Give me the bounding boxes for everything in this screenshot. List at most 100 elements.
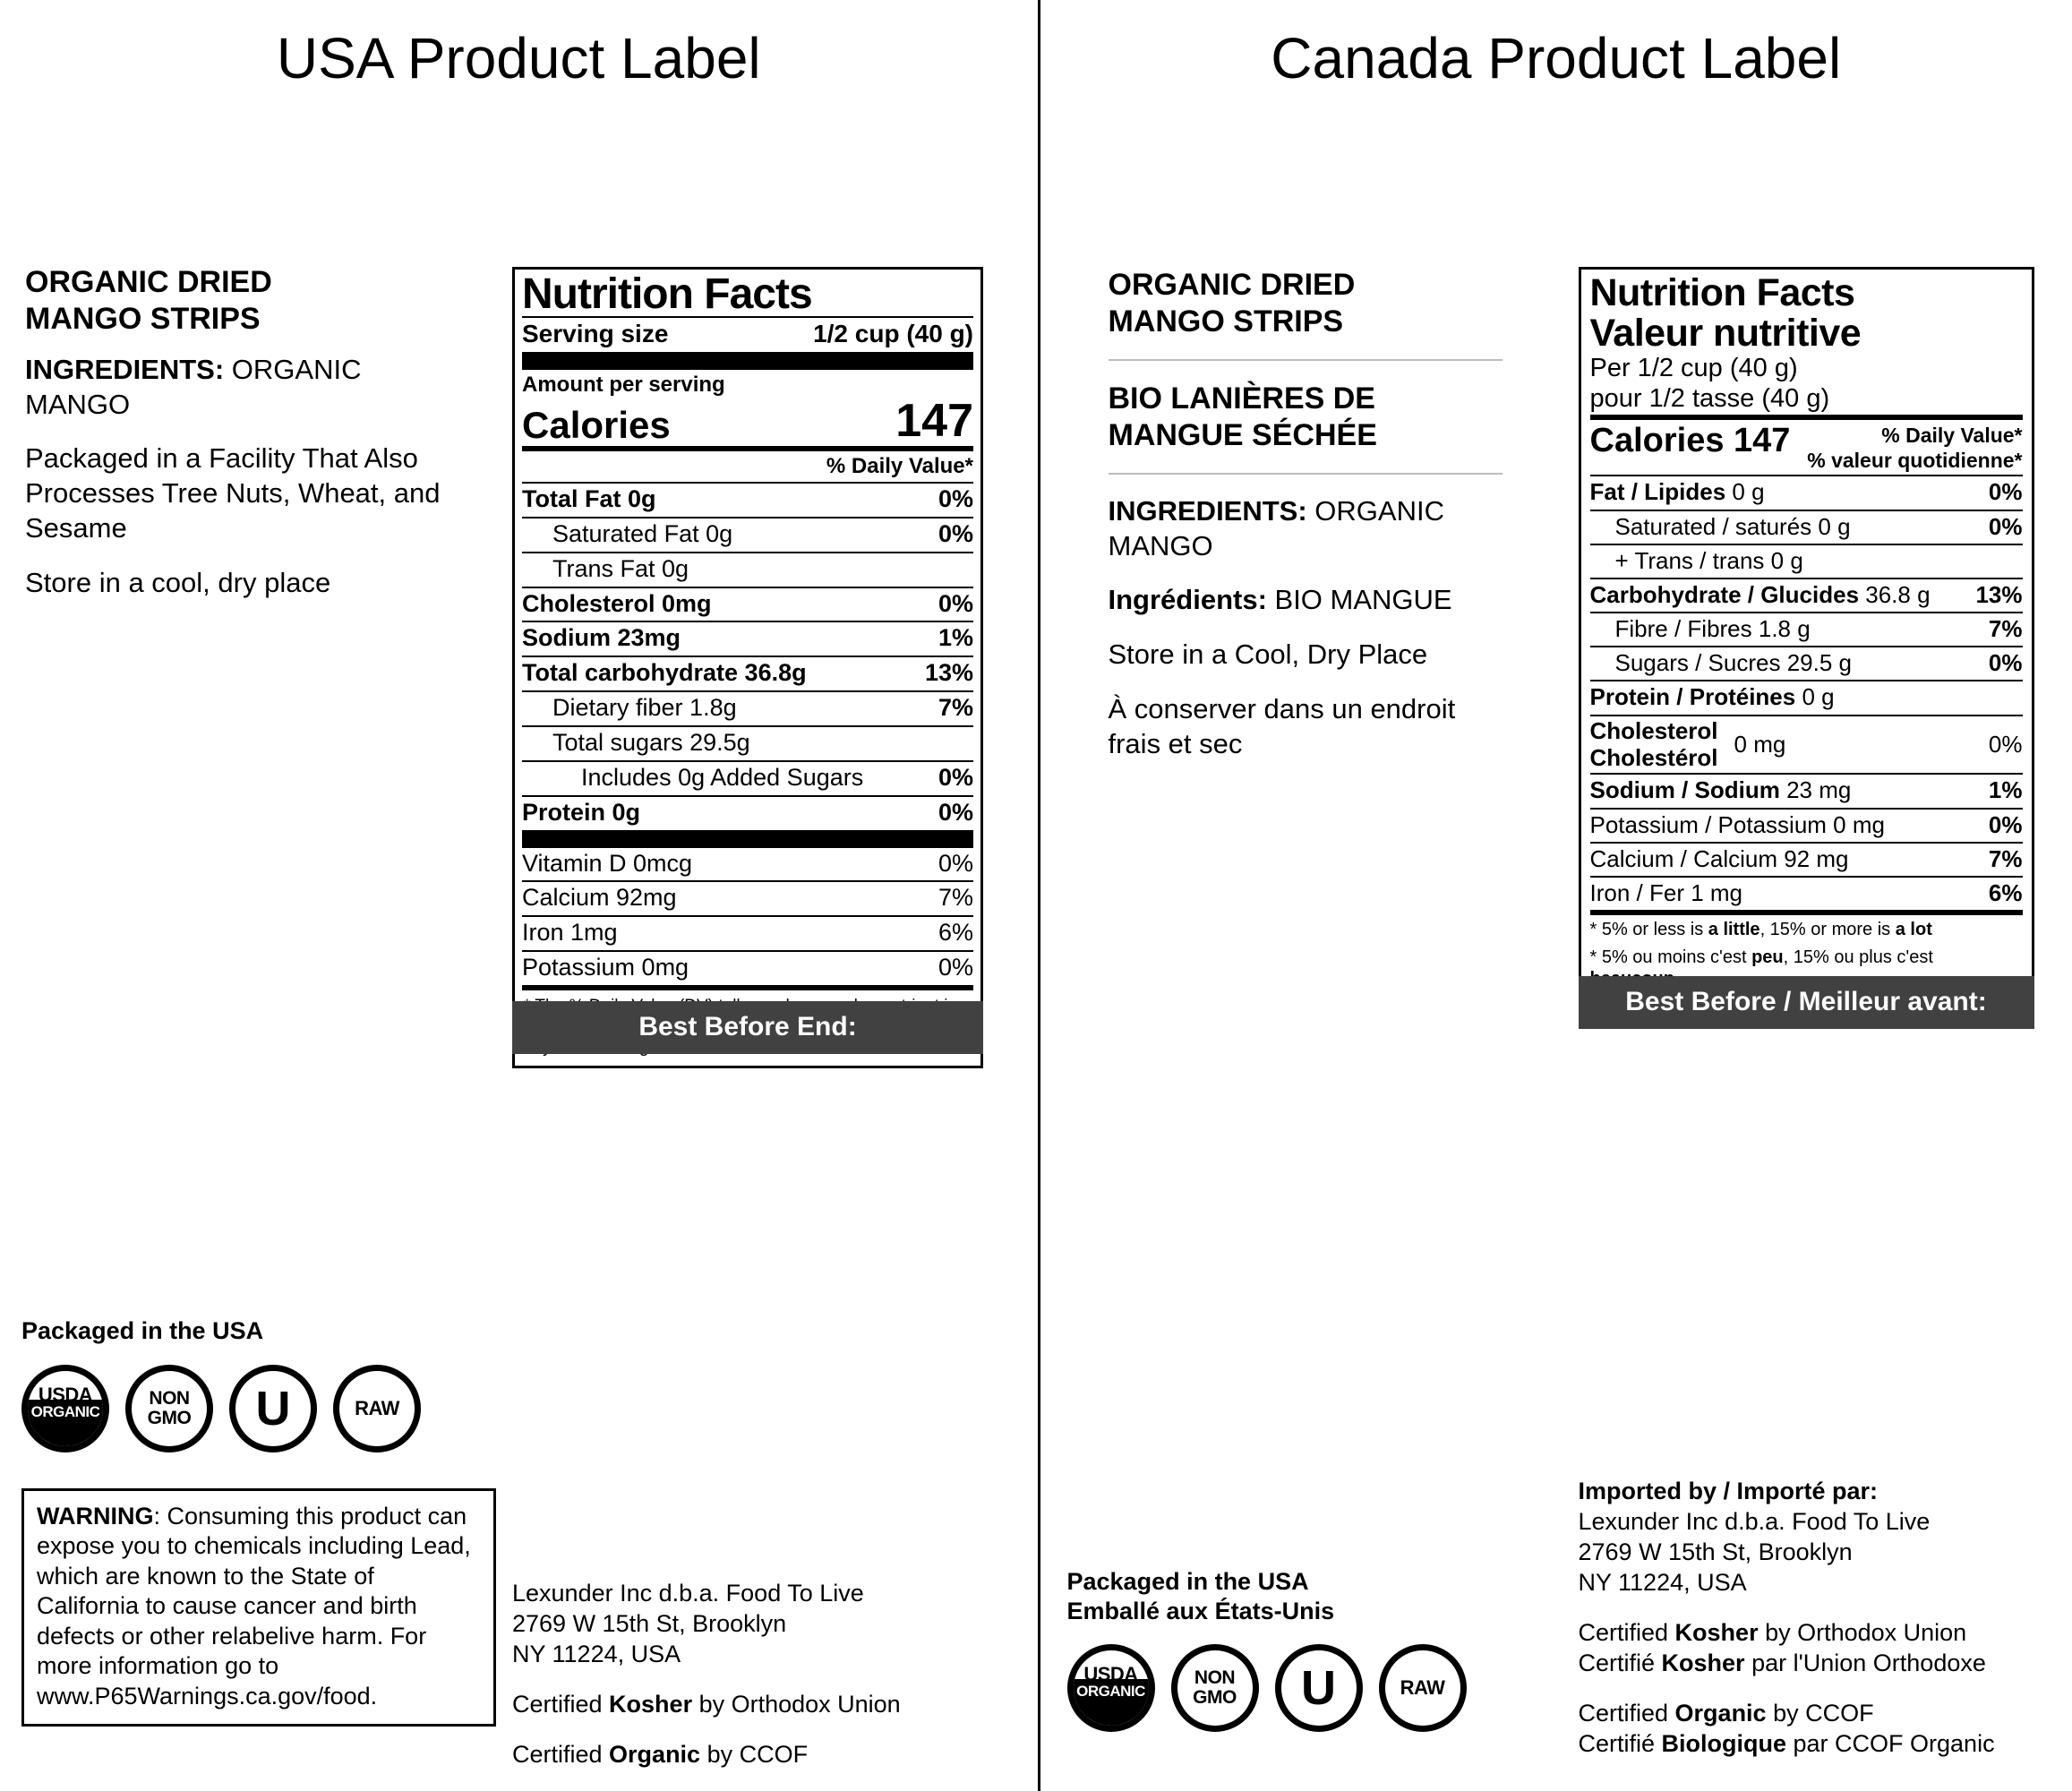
- nf-row: Sodium 23mg 1%: [522, 622, 973, 656]
- cnf-row: Sugars / Sucres 29.5 g 0%: [1590, 647, 2023, 680]
- cnf-row: Sodium / Sodium 23 mg 1%: [1590, 775, 2023, 807]
- cnf-row: Saturated / saturés 0 g 0%: [1590, 511, 2023, 544]
- cnf-row-daily-value: 7%: [1988, 615, 2023, 643]
- usa-company-name: Lexunder Inc d.b.a. Food To Live: [512, 1580, 864, 1607]
- cnf-foot-en-d: a lot: [1895, 920, 1932, 940]
- cnf-row-label: Potassium / Potassium 0 mg: [1589, 810, 1885, 838]
- kosher-u-letter: U: [1301, 1660, 1336, 1715]
- nf-row: Dietary fiber 1.8g 7%: [522, 692, 973, 725]
- ca-kosher-en-bold: Kosher: [1674, 1619, 1759, 1647]
- canada-importer-heading: Imported by / Importé par:: [1578, 1478, 1879, 1504]
- cnf-row-daily-value: 0%: [1988, 512, 2023, 540]
- cnf-row: Fibre / Fibres 1.8 g 7%: [1590, 613, 2023, 646]
- nf-title: Nutrition Facts: [522, 270, 813, 318]
- prop65-warning-box: WARNING: Consuming this product can expo…: [21, 1488, 496, 1727]
- nf-row-label: Cholesterol 0mg: [522, 589, 712, 617]
- nf-vitamin-daily-value: 0%: [938, 849, 973, 877]
- ca-organic-fr-post: par CCOF Organic: [1786, 1730, 1995, 1758]
- canada-ingredients-en-label: INGREDIENTS:: [1108, 494, 1307, 527]
- cnf-row-daily-value: 6%: [1988, 878, 2023, 906]
- nf-row-daily-value: 0%: [938, 798, 973, 826]
- cnf-row-label: Sodium / Sodium 23 mg: [1589, 776, 1852, 804]
- usa-packaged-in-label: Packaged in the USA: [21, 1317, 264, 1344]
- usda-bottom-text: ORGANIC: [28, 1400, 103, 1446]
- nf-row-label: Total Fat 0g: [522, 485, 656, 512]
- ca-organic-en-post: by CCOF: [1766, 1700, 1874, 1727]
- canada-ingredients-en: INGREDIENTS: ORGANIC MANGO: [1109, 494, 1503, 564]
- cnf-footnote-en: * 5% or less is a little, 15% or more is…: [1590, 915, 2023, 943]
- usa-organic-cert: Certified Organic by CCOF: [512, 1739, 978, 1770]
- nf-vitamin-daily-value: 0%: [938, 954, 973, 981]
- cnf-row-daily-value: 0%: [1988, 810, 2023, 838]
- nf-serving-size-value: 1/2 cup (40 g): [813, 320, 973, 347]
- nf-row-daily-value: 7%: [938, 694, 973, 722]
- nf-vitamin-row: Calcium 92mg 7%: [522, 882, 973, 915]
- nf-row-label: Sodium 23mg: [522, 624, 681, 652]
- cnf-row-label: Protein / Protéines 0 g: [1589, 683, 1835, 711]
- nf-row: Saturated Fat 0g 0%: [522, 518, 973, 552]
- cnf-foot-fr-b: peu: [1751, 947, 1784, 968]
- cnf-per-fr: pour 1/2 tasse (40 g): [1589, 384, 1830, 414]
- canada-divider-1: [1108, 358, 1503, 361]
- canada-ingredients-fr-value: BIO MANGUE: [1266, 584, 1452, 616]
- cnf-cholesterol-row: Cholesterol Cholestérol 0 mg 0%: [1590, 716, 2023, 774]
- usa-organic-post: by CCOF: [700, 1741, 809, 1769]
- nf-row: Total sugars 29.5g: [522, 727, 973, 760]
- canada-text-column: ORGANIC DRIED MANGO STRIPS BIO LANIÈRES …: [1108, 267, 1503, 781]
- nf-row-label: Protein 0g: [522, 798, 641, 826]
- cnf-row-label: + Trans / trans 0 g: [1614, 546, 1803, 574]
- canada-importer-block: Imported by / Importé par: Lexunder Inc …: [1579, 1476, 2044, 1759]
- cnf-mineral-rows: Sodium / Sodium 23 mg 1% Potassium / Potas…: [1589, 775, 2023, 910]
- canada-divider-2: [1108, 472, 1503, 475]
- nf-vitamin-row: Potassium 0mg 0%: [522, 952, 973, 985]
- nf-row-daily-value: 0%: [938, 485, 973, 512]
- cnf-row-daily-value: 0%: [1988, 649, 2023, 677]
- canada-best-before-bar[interactable]: Best Before / Meilleur avant:: [1578, 976, 2034, 1029]
- canada-certification-seals: USDA ORGANIC NON GMO U RAW: [1066, 1643, 1524, 1732]
- canada-importer-name: Lexunder Inc d.b.a. Food To Live: [1578, 1508, 1931, 1536]
- nf-vitamin-label: Potassium 0mg: [522, 954, 689, 981]
- canada-packaged-block: Packaged in the USA Emballé aux États-Un…: [1066, 1567, 1524, 1732]
- canada-importer-street: 2769 W 15th St, Brooklyn: [1578, 1538, 1853, 1566]
- cnf-row: + Trans / trans 0 g: [1590, 545, 2023, 578]
- nf-serving-size-row: Serving size 1/2 cup (40 g): [522, 318, 973, 352]
- usa-product-name: ORGANIC DRIED MANGO STRIPS: [25, 265, 272, 337]
- nf-row: Protein 0g 0%: [522, 797, 973, 830]
- non-gmo-seal: NON GMO: [125, 1365, 213, 1453]
- cnf-cholesterol-dv: 0%: [1988, 731, 2023, 758]
- usa-best-before-bar[interactable]: Best Before End:: [512, 1001, 983, 1054]
- nf-vitamin-row: Iron 1mg 6%: [522, 917, 973, 950]
- nf-row-label: Total sugars 29.5g: [552, 729, 750, 757]
- ca-kosher-fr-bold: Kosher: [1661, 1650, 1745, 1677]
- raw-text: RAW: [1400, 1675, 1445, 1699]
- usda-organic-seal: USDA ORGANIC: [1066, 1643, 1155, 1732]
- nf-vitamin-label: Vitamin D 0mcg: [522, 849, 693, 877]
- kosher-u-letter: U: [255, 1382, 291, 1435]
- usa-kosher-post: by Orthodox Union: [692, 1691, 901, 1718]
- kosher-u-seal: U: [229, 1365, 317, 1453]
- nf-row: Total carbohydrate 36.8g 13%: [522, 657, 973, 690]
- usa-kosher-bold: Kosher: [609, 1691, 693, 1718]
- nf-vitamin-daily-value: 7%: [938, 884, 973, 912]
- nf-vitamin-rows: Vitamin D 0mcg 0% Calcium 92mg 7% Iron 1mg 6%…: [522, 848, 973, 985]
- nf-nutrient-rows: Total Fat 0g 0% Saturated Fat 0g 0% Trans Fa…: [522, 484, 973, 830]
- cnf-foot-en-a: * 5% or less is: [1589, 920, 1708, 940]
- nf-row-label: Total carbohydrate 36.8g: [522, 659, 807, 687]
- cnf-row: Potassium / Potassium 0 mg 0%: [1590, 810, 2023, 842]
- ca-kosher-en-pre: Certified: [1578, 1619, 1675, 1647]
- prop65-warning-label: WARNING: [37, 1503, 154, 1530]
- canada-ingredients-fr: Ingrédients: BIO MANGUE: [1109, 583, 1503, 618]
- cnf-row: Calcium / Calcium 92 mg 7%: [1590, 844, 2023, 876]
- cnf-row-label: Sugars / Sucres 29.5 g: [1614, 649, 1852, 677]
- usa-nutrition-facts-panel: Nutrition Facts Serving size 1/2 cup (40…: [512, 267, 983, 1068]
- nf-amount-per-serving: Amount per serving: [522, 373, 725, 397]
- ca-organic-en-pre: Certified: [1578, 1700, 1675, 1727]
- nf-vitamin-label: Iron 1mg: [522, 919, 618, 947]
- canada-label-panel: Canada Product Label ORGANIC DRIED MANGO…: [1040, 0, 2072, 1791]
- non-gmo-seal: NON GMO: [1170, 1643, 1259, 1732]
- cnf-row-label: Carbohydrate / Glucides 36.8 g: [1589, 580, 1931, 608]
- usa-ingredients: INGREDIENTS: ORGANIC MANGO: [25, 353, 473, 423]
- ca-organic-en-bold: Organic: [1674, 1700, 1767, 1727]
- cnf-row-daily-value: 7%: [1988, 844, 2023, 872]
